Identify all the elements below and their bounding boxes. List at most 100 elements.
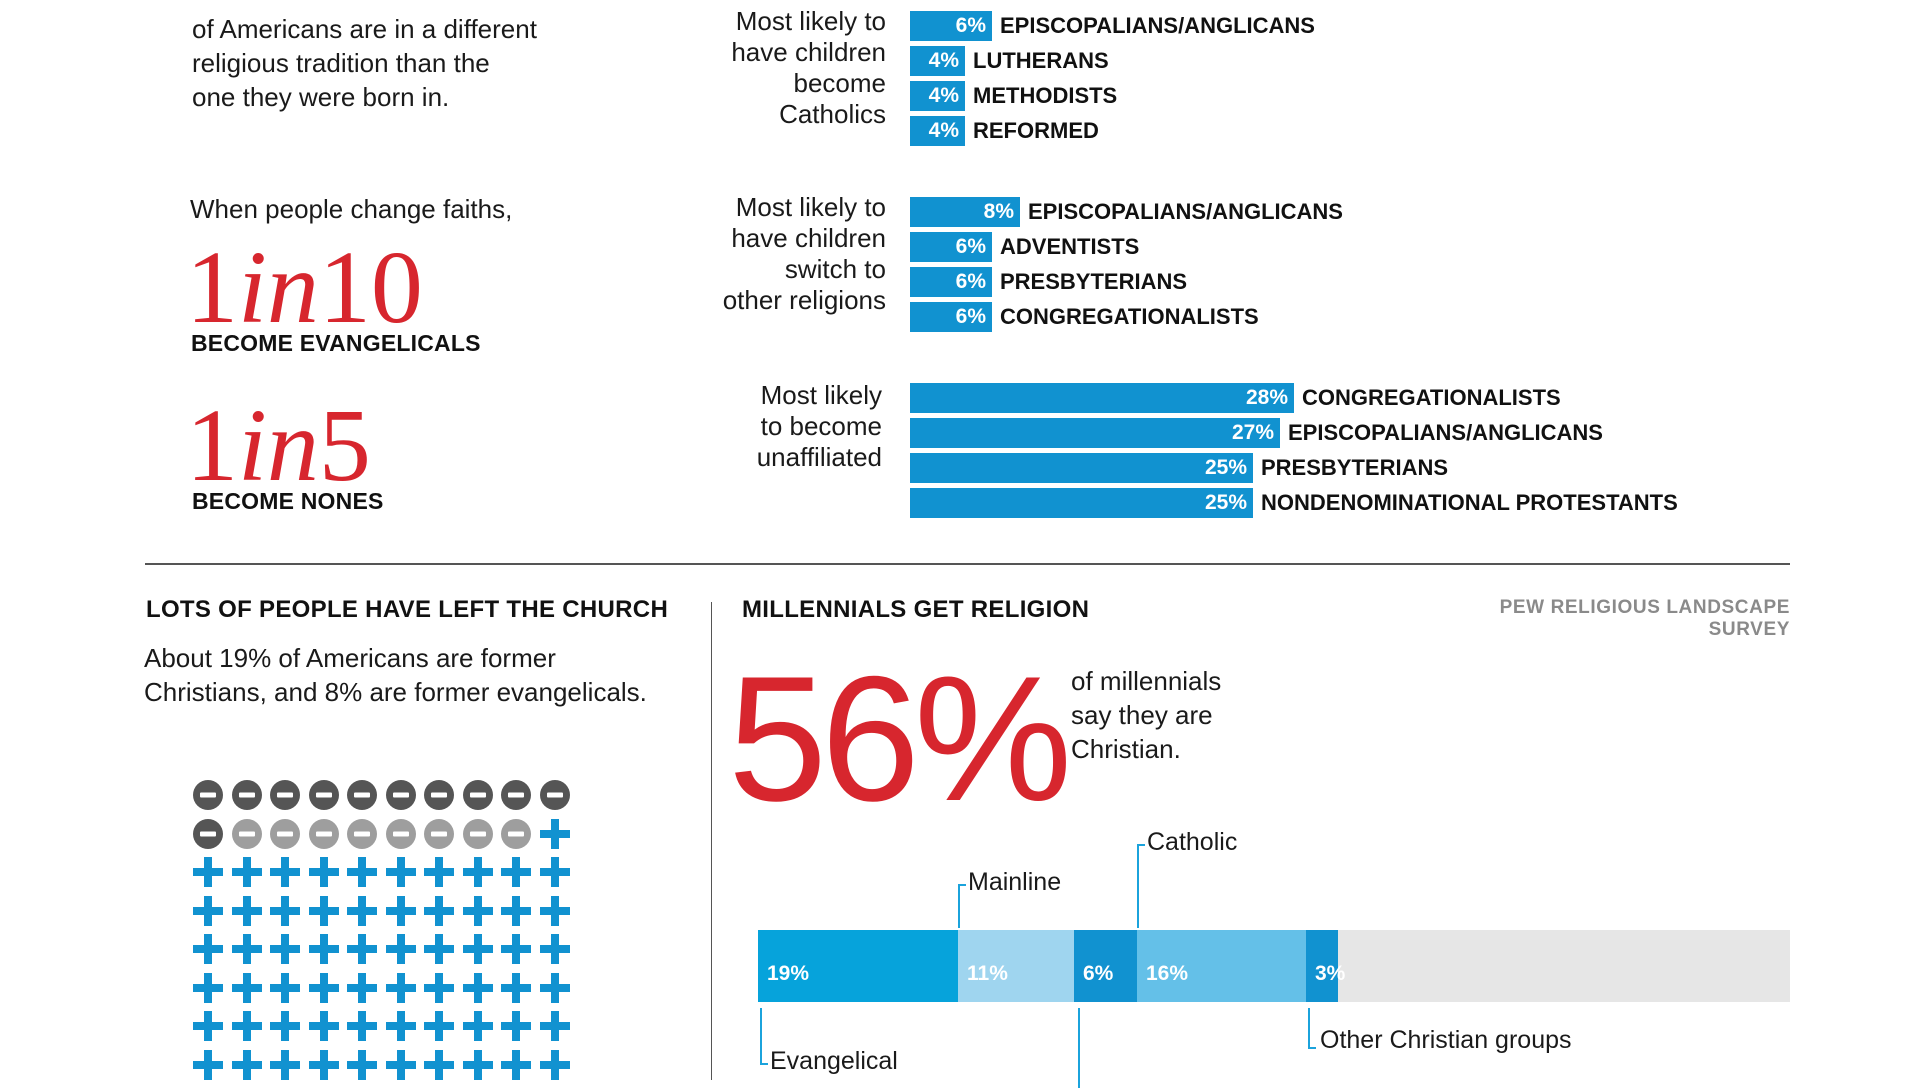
- bar: 4%: [910, 46, 965, 76]
- segment-value-label: 19%: [767, 962, 810, 985]
- plus-cross-icon: [231, 895, 263, 927]
- bar: 6%: [910, 232, 992, 262]
- bar: 25%: [910, 488, 1253, 518]
- plus-cross-icon: [385, 972, 417, 1004]
- plus-cross-icon: [231, 972, 263, 1004]
- plus-cross-icon: [423, 972, 455, 1004]
- plus-cross-icon: [539, 895, 571, 927]
- minus-circle-icon: [423, 779, 455, 811]
- minus-circle-icon: [423, 818, 455, 850]
- plus-cross-icon: [500, 933, 532, 965]
- minus-circle-icon: [308, 818, 340, 850]
- bar-value-label: 25%: [1204, 456, 1247, 479]
- bar-category-label: ADVENTISTS: [1000, 234, 1140, 259]
- plus-cross-icon: [308, 972, 340, 1004]
- minus-circle-icon: [231, 779, 263, 811]
- plus-cross-icon: [423, 1010, 455, 1042]
- plus-cross-icon: [385, 895, 417, 927]
- plus-cross-icon: [308, 895, 340, 927]
- bar-category-label: PRESBYTERIANS: [1261, 455, 1449, 480]
- bar-category-label: EPISCOPALIANS/ANGLICANS: [1288, 420, 1603, 445]
- horizontal-divider: [145, 563, 1790, 565]
- bar-category-label: LUTHERANS: [973, 48, 1109, 73]
- stat-in: in: [238, 230, 319, 345]
- segment-value-label: 11%: [967, 962, 1008, 985]
- plus-cross-icon: [500, 895, 532, 927]
- stacked-bar-segment: 16%: [1137, 930, 1306, 1002]
- plus-cross-icon: [462, 856, 494, 888]
- bar: 4%: [910, 81, 965, 111]
- minus-circle-icon: [346, 818, 378, 850]
- bar: 8%: [910, 197, 1020, 227]
- plus-cross-icon: [269, 933, 301, 965]
- plus-cross-icon: [192, 1049, 224, 1080]
- stat-1-in-10: 1in10: [186, 236, 423, 340]
- minus-circle-icon: [308, 779, 340, 811]
- segment-value-label: 3%: [1315, 962, 1346, 985]
- big-stat-line: Christian.: [1071, 734, 1181, 764]
- plus-cross-icon: [500, 972, 532, 1004]
- intro-line: of Americans are in a different: [192, 14, 537, 44]
- left-text-line: About 19% of Americans are former: [144, 643, 556, 673]
- plus-cross-icon: [231, 1049, 263, 1080]
- callout-label: Catholic: [1147, 828, 1238, 856]
- bar-category-label: METHODISTS: [973, 83, 1118, 108]
- icon-grid: [192, 779, 582, 1080]
- plus-cross-icon: [500, 1010, 532, 1042]
- plus-cross-icon: [192, 933, 224, 965]
- plus-cross-icon: [308, 1049, 340, 1080]
- plus-cross-icon: [462, 1049, 494, 1080]
- stat-1-in-5: 1in5: [186, 394, 371, 498]
- group-label-line: Most likely: [760, 380, 882, 410]
- plus-cross-icon: [385, 1049, 417, 1080]
- minus-circle-icon: [462, 779, 494, 811]
- intro-line: one they were born in.: [192, 82, 450, 112]
- plus-cross-icon: [539, 818, 571, 850]
- bar-category-label: EPISCOPALIANS/ANGLICANS: [1028, 199, 1343, 224]
- vertical-divider: [711, 602, 712, 1080]
- source-label: PEW RELIGIOUS LANDSCAPE SURVEY: [1499, 597, 1790, 640]
- plus-cross-icon: [269, 972, 301, 1004]
- plus-cross-icon: [539, 1049, 571, 1080]
- callout-leader-line: [1308, 1008, 1310, 1048]
- stat-number: 1: [186, 230, 238, 345]
- intro-text: of Americans are in a different religiou…: [192, 12, 537, 114]
- bar: 6%: [910, 302, 992, 332]
- minus-circle-icon: [192, 779, 224, 811]
- stacked-bar-segment: 11%: [958, 930, 1074, 1002]
- bar-value-label: 6%: [955, 14, 986, 37]
- bar: 4%: [910, 116, 965, 146]
- left-section-title: LOTS OF PEOPLE HAVE LEFT THE CHURCH: [146, 596, 669, 623]
- callout-leader-line: [958, 884, 966, 886]
- stat-in: in: [238, 388, 319, 503]
- plus-cross-icon: [462, 895, 494, 927]
- group-label-other-religions: Most likely to have children switch to o…: [660, 192, 886, 316]
- plus-cross-icon: [462, 933, 494, 965]
- minus-circle-icon: [346, 779, 378, 811]
- bar-value-label: 6%: [955, 305, 986, 328]
- bar-category-label: REFORMED: [973, 118, 1099, 143]
- plus-cross-icon: [231, 1010, 263, 1042]
- stacked-bar-segment: 3%: [1306, 930, 1345, 1002]
- millennials-stacked-bar: 19% 11% 6% 16% 3%: [758, 930, 1790, 1002]
- minus-circle-icon: [500, 818, 532, 850]
- plus-cross-icon: [308, 933, 340, 965]
- big-stat-56: 56%: [728, 639, 1072, 838]
- bar: 28%: [910, 383, 1294, 413]
- bar-value-label: 4%: [928, 84, 959, 107]
- bar-value-label: 6%: [955, 235, 986, 258]
- group-label-line: unaffiliated: [756, 442, 882, 472]
- segment-value-label: 16%: [1146, 962, 1189, 985]
- bar-value-label: 27%: [1231, 421, 1274, 444]
- callout-leader-line: [760, 1008, 762, 1064]
- plus-cross-icon: [231, 933, 263, 965]
- bar-category-label: NONDENOMINATIONAL PROTESTANTS: [1261, 490, 1678, 515]
- minus-circle-icon: [539, 779, 571, 811]
- plus-cross-icon: [500, 1049, 532, 1080]
- bar-value-label: 25%: [1204, 491, 1247, 514]
- big-stat-text: of millennials say they are Christian.: [1071, 664, 1221, 766]
- plus-cross-icon: [308, 856, 340, 888]
- minus-circle-icon: [231, 818, 263, 850]
- callout-leader-line: [1078, 1008, 1080, 1088]
- group-label-line: have children: [731, 223, 886, 253]
